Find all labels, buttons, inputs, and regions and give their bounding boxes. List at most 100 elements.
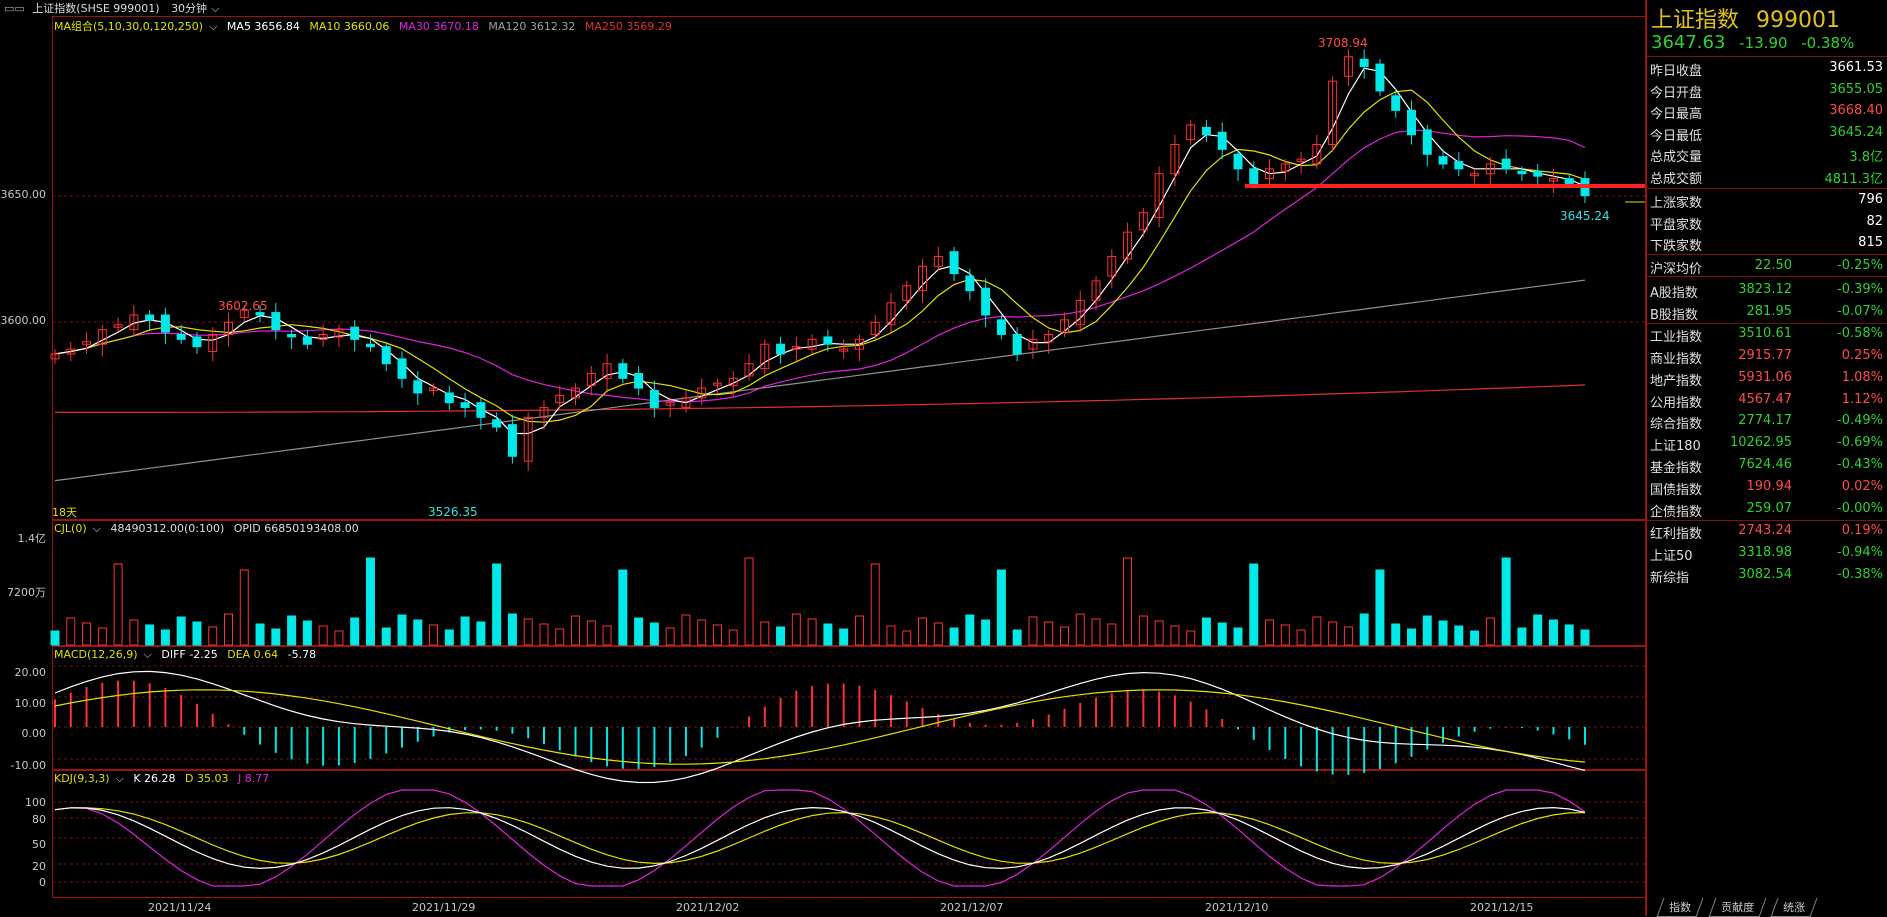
candle-body	[1059, 319, 1069, 333]
stat-row: 今日最低 3645.24	[1647, 123, 1887, 144]
index-label: 上证180	[1650, 439, 1701, 455]
ma120-value: MA120 3612.32	[488, 20, 576, 33]
index-value: 3823.12	[1738, 282, 1792, 297]
chart-canvas[interactable]	[0, 0, 1645, 916]
stat-value: 4811.3亿	[1824, 171, 1884, 187]
macd-tick-neg10: -10.00	[10, 759, 46, 772]
volume-bar	[791, 613, 801, 646]
period-select[interactable]: 30分钟 ⌵	[167, 2, 219, 15]
kdj-d: D 35.03	[185, 772, 229, 785]
volume-bar	[1422, 615, 1432, 646]
index-row[interactable]: 新综指 3082.54 -0.38%	[1647, 565, 1887, 586]
index-label: 工业指数	[1650, 329, 1703, 345]
chevron-down-icon: ⌵	[209, 20, 218, 33]
vol-legend: CJL(0) ⌵ 48490312.00(0:100) OPID 66850193…	[54, 522, 365, 536]
index-row[interactable]: 综合指数 2774.17 -0.49%	[1647, 411, 1887, 433]
candle-body	[933, 256, 943, 267]
candle-body	[429, 387, 439, 392]
vol-title[interactable]: CJL(0)	[54, 522, 87, 535]
index-value: 10262.95	[1729, 435, 1792, 451]
price-tick-3650: 3650.00	[0, 188, 47, 201]
volume-bar	[97, 627, 107, 646]
candle-body	[1233, 153, 1243, 170]
index-row[interactable]: 国债指数 190.94 0.02%	[1647, 477, 1887, 498]
candle-body	[586, 372, 596, 387]
candle-body	[807, 338, 817, 350]
index-row[interactable]: 工业指数 3510.61 -0.58%	[1647, 324, 1887, 345]
volume-bar	[429, 624, 439, 646]
candle-body	[334, 329, 344, 338]
ma-title[interactable]: MA组合(5,10,30,0,120,250)	[54, 20, 204, 33]
volume-bar	[1517, 627, 1527, 646]
candle-body	[665, 402, 675, 406]
candle-body	[823, 336, 833, 345]
index-row[interactable]: 基金指数 7624.46 -0.43%	[1647, 455, 1887, 477]
volume-bar	[649, 622, 659, 646]
index-row[interactable]: 商业指数 2915.77 0.25%	[1647, 346, 1887, 367]
volume-bar	[665, 627, 675, 646]
volume-bar	[365, 557, 375, 646]
tab-rise[interactable]: 统涨	[1770, 898, 1818, 917]
kdj-k-line	[54, 806, 1586, 870]
candle-body	[444, 392, 454, 404]
index-row[interactable]: 企债指数 259.07 -0.00%	[1647, 499, 1887, 520]
index-label: 公用指数	[1650, 395, 1703, 411]
candle-body	[1170, 143, 1180, 175]
tab-contribution[interactable]: 贡献度	[1708, 898, 1766, 917]
index-row[interactable]: 上证50 3318.98 -0.94%	[1647, 543, 1887, 564]
index-row[interactable]: 红利指数 2743.24 0.19%	[1647, 521, 1887, 542]
volume-bar	[1375, 569, 1385, 646]
index-row[interactable]: B股指数 281.95 -0.07%	[1647, 302, 1887, 323]
price-change: -13.90	[1739, 34, 1788, 52]
volume-bar	[823, 623, 833, 646]
kdj-title[interactable]: KDJ(9,3,3)	[54, 772, 110, 785]
index-value: 2774.17	[1738, 413, 1792, 429]
index-row[interactable]: A股指数 3823.12 -0.39%	[1647, 280, 1887, 301]
avg-label: 沪深均价	[1650, 262, 1703, 277]
candle-body	[492, 419, 502, 428]
ma10-line	[54, 89, 1586, 423]
candle-body	[97, 329, 107, 345]
macd-title[interactable]: MACD(12,26,9)	[54, 648, 138, 661]
menu-icon[interactable]: ▭▭	[4, 2, 25, 15]
macd-tick-20: 20.00	[14, 666, 47, 679]
volume-bar	[1438, 620, 1448, 646]
ma120-line	[54, 279, 1586, 482]
candle-body	[397, 358, 407, 379]
index-row[interactable]: 公用指数 4567.47 1.12%	[1647, 390, 1887, 411]
ma5-value: MA5 3656.84	[226, 20, 300, 33]
candle-body	[82, 341, 92, 345]
stat-row: 今日开盘 3655.05	[1647, 80, 1887, 101]
index-row[interactable]: 上证180 10262.95 -0.69%	[1647, 433, 1887, 455]
volume-bar	[1470, 630, 1480, 646]
volume-bar	[854, 615, 864, 646]
kdj-tick-0: 0	[39, 876, 46, 889]
index-label: 基金指数	[1650, 461, 1703, 477]
volume-bar	[1012, 629, 1022, 646]
stat-row: 昨日收盘 3661.53	[1647, 58, 1887, 79]
index-value: 5931.06	[1738, 369, 1792, 385]
volume-bar	[1075, 613, 1085, 646]
volume-bar	[1454, 625, 1464, 646]
index-value: 3318.98	[1738, 544, 1792, 560]
volume-bar	[1485, 617, 1495, 646]
candle-body	[66, 348, 76, 355]
index-row[interactable]: 地产指数 5931.06 1.08%	[1647, 368, 1887, 389]
index-pct: -0.69%	[1837, 435, 1883, 451]
macd-tick-0: 0.00	[21, 727, 47, 740]
stat-row: 总成交量 3.8亿	[1647, 144, 1887, 165]
volume-bar	[287, 615, 297, 646]
volume-bar	[1107, 623, 1117, 646]
volume-bar	[129, 619, 139, 646]
index-pct: 0.25%	[1841, 347, 1883, 363]
tab-index[interactable]: 指数	[1656, 898, 1704, 917]
volume-bar	[113, 563, 123, 646]
index-value: 4567.47	[1738, 391, 1792, 407]
index-code: 999001	[1756, 8, 1840, 33]
macd-legend: MACD(12,26,9) ⌵ DIFF -2.25 DEA 0.64 -5.78	[54, 648, 322, 662]
avg-price-row[interactable]: 沪深均价 22.50 -0.25%	[1647, 256, 1887, 277]
index-label: B股指数	[1650, 307, 1698, 323]
breadth-label: 下跌家数	[1650, 239, 1703, 254]
index-label: 综合指数	[1650, 417, 1703, 433]
volume-bar	[1186, 630, 1196, 646]
